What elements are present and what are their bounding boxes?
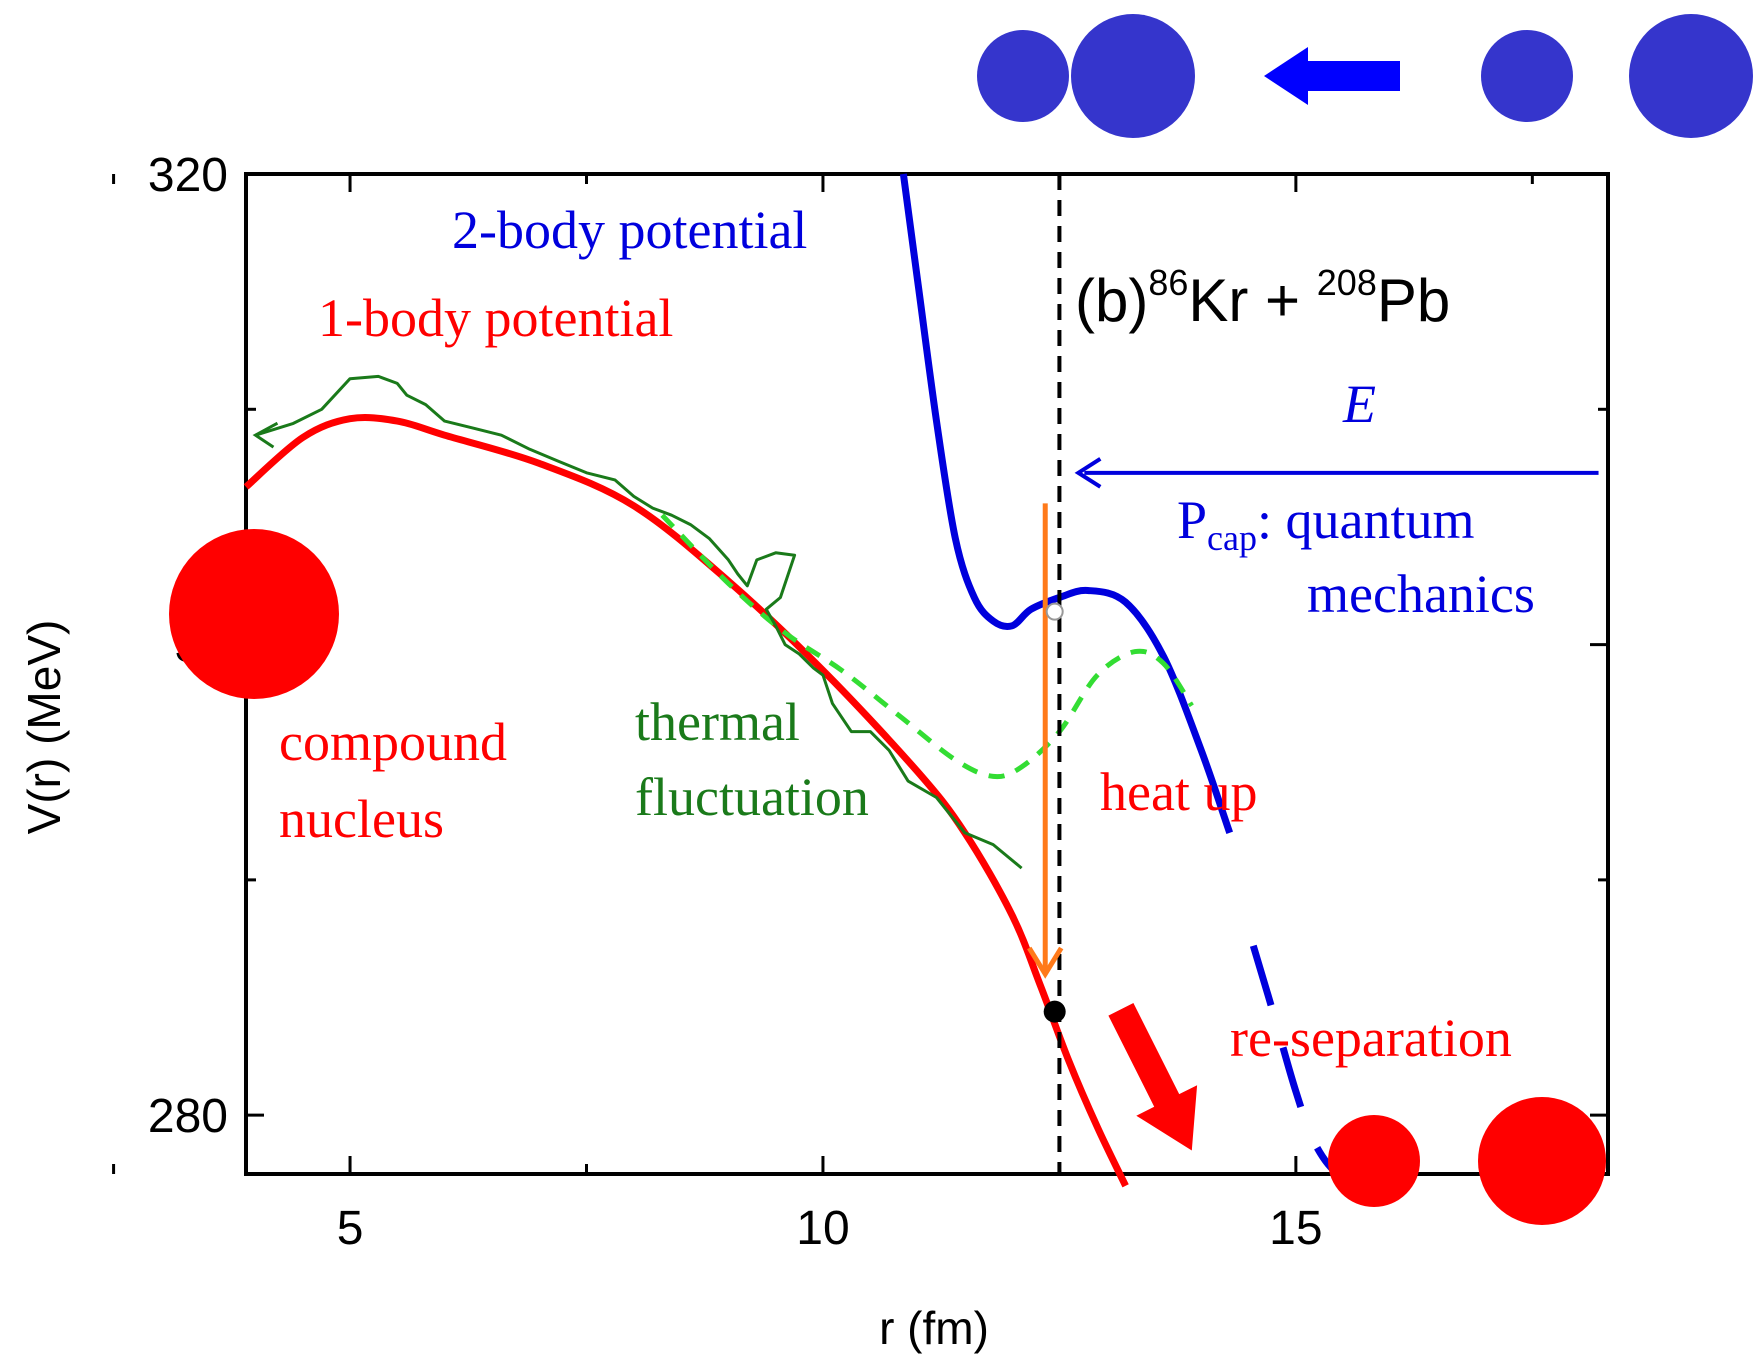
thermal-arrowhead xyxy=(252,421,279,449)
open-contact-point xyxy=(1045,602,1064,621)
panel-targ-mass: 208 xyxy=(1317,262,1377,303)
x-tick-label: 5 xyxy=(337,1202,364,1255)
y-tick-label: 320 xyxy=(148,149,228,202)
heat-up-arrowhead xyxy=(1027,946,1064,979)
panel-label: (b)86Kr + 208Pb xyxy=(1075,262,1450,334)
panel-plus: + xyxy=(1248,267,1316,334)
pcap-main: P xyxy=(1177,490,1207,550)
two-body-curve xyxy=(899,173,1234,834)
annotation-heat-up: heat up xyxy=(1100,762,1257,822)
compound-nucleus-circle xyxy=(169,529,339,699)
thermal-trajectory-curve xyxy=(255,374,1023,870)
annotation-two-body: 2-body potential xyxy=(452,200,807,260)
thermal-mean-curve xyxy=(660,513,1194,780)
annotation-compound-1: compound xyxy=(279,712,507,772)
annotation-reseparation: re-separation xyxy=(1230,1008,1512,1068)
approach-arrow xyxy=(1264,47,1400,105)
closed-contact-point xyxy=(1043,1000,1066,1023)
annotation-thermal-2: fluctuation xyxy=(635,767,869,827)
pcap-sub: cap xyxy=(1207,518,1257,558)
annotation-pcap-line2: mechanics xyxy=(1307,564,1535,624)
x-tick-label: 10 xyxy=(796,1202,849,1255)
nucleus-small-right xyxy=(1481,30,1573,122)
x-axis-title: r (fm) xyxy=(879,1302,989,1354)
y-tick-label: 280 xyxy=(148,1090,228,1143)
nucleus-large-left xyxy=(1071,14,1195,138)
energy-arrowhead xyxy=(1074,457,1102,489)
panel-targ: Pb xyxy=(1377,267,1450,334)
nucleus-small-left xyxy=(977,30,1069,122)
panel-proj: Kr xyxy=(1188,267,1248,334)
annotation-one-body: 1-body potential xyxy=(318,288,673,348)
y-axis-title: V(r) (MeV) xyxy=(18,620,70,835)
annotation-compound-2: nucleus xyxy=(279,789,444,849)
panel-prefix: (b) xyxy=(1075,267,1148,334)
annotation-energy: E xyxy=(1342,374,1376,434)
nucleus-large-right xyxy=(1629,14,1753,138)
panel-proj-mass: 86 xyxy=(1148,262,1188,303)
annotation-thermal-1: thermal xyxy=(635,692,800,752)
reseparation-arrow xyxy=(1108,1003,1198,1151)
separated-nucleus-small xyxy=(1328,1115,1420,1207)
x-tick-label: 15 xyxy=(1269,1202,1322,1255)
approaching-nuclei-schematic xyxy=(977,14,1753,138)
decorations-group xyxy=(252,174,1599,1174)
annotation-pcap: Pcap: quantum xyxy=(1177,490,1475,558)
separated-nucleus-large xyxy=(1478,1097,1606,1225)
pcap-rest: : quantum xyxy=(1257,490,1474,550)
